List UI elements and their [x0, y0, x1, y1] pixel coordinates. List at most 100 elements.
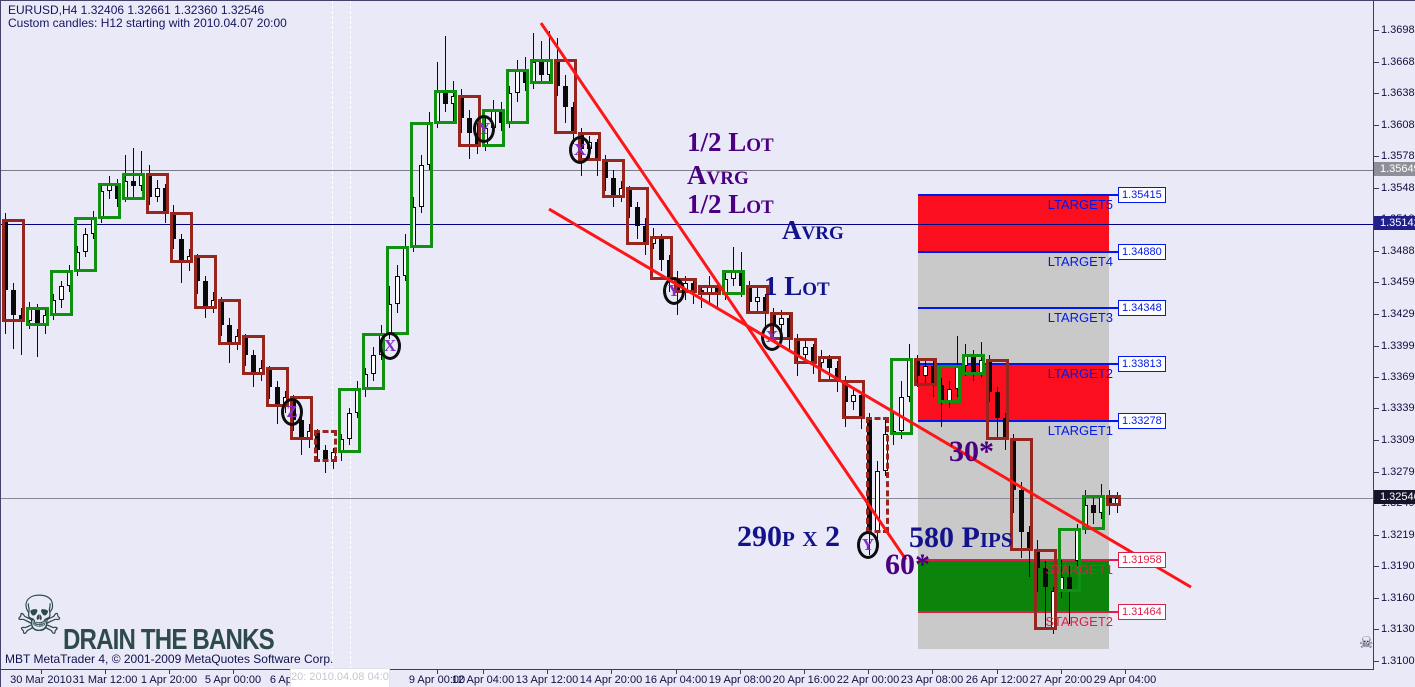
chart-annotation[interactable]: 60* — [885, 548, 930, 581]
chart-annotation[interactable]: Avrg — [782, 215, 844, 245]
candle-wick — [469, 110, 470, 159]
h12-custom-candle-box — [338, 387, 361, 454]
price-tick — [1374, 377, 1379, 379]
price-axis[interactable]: 1.36980 1.36680 1.36380 1.36080 1.35785 1.354… — [1374, 1, 1415, 670]
time-tick — [611, 670, 612, 674]
h12-custom-candle-box — [938, 364, 961, 404]
long-target-level-line[interactable] — [918, 250, 1118, 253]
letter-marker-y[interactable]: Y — [663, 277, 685, 306]
candle-body — [347, 413, 352, 440]
time-tick-label: 13 Apr 12:00 — [515, 674, 579, 686]
h12-custom-candle-box — [794, 338, 817, 365]
avrg-one-lot-line[interactable] — [1, 223, 1373, 225]
price-tick-label: 1.36680 — [1381, 55, 1415, 68]
price-tick — [1374, 187, 1379, 189]
time-tick-label: 9 Apr 00:00 — [408, 674, 466, 686]
price-tick-label: 1.35485 — [1381, 181, 1415, 194]
candle-body — [155, 188, 160, 197]
h12-custom-candle-box — [362, 332, 385, 390]
short-target-level-line[interactable] — [918, 558, 1118, 561]
h12-custom-candle-box — [146, 172, 169, 214]
time-tick-label: 30 Mar 2010 — [10, 674, 72, 686]
price-tick-label: 1.31900 — [1381, 560, 1415, 573]
candle-wick — [21, 307, 22, 355]
time-tick — [41, 670, 42, 674]
h12-custom-candle-box — [266, 366, 289, 407]
time-tick — [804, 670, 805, 674]
candle-body — [11, 289, 16, 315]
price-highlight-label: 1.32546 — [1374, 489, 1415, 504]
price-tick-label: 1.34290 — [1381, 307, 1415, 320]
time-tick-label: 1 Apr 20:00 — [140, 674, 198, 686]
h12-custom-candle-box — [26, 306, 49, 327]
letter-marker-x[interactable]: X — [379, 332, 401, 361]
long-target-level-line[interactable] — [918, 194, 1118, 197]
h12-custom-candle-box — [2, 218, 25, 323]
candle-wick — [1069, 566, 1070, 625]
chart-annotation[interactable]: 1 Lot — [764, 271, 830, 301]
long-target-level-label: LTARGET3 — [1047, 309, 1113, 325]
price-tick — [1374, 345, 1379, 347]
time-tick-label: 20 Apr 16:00 — [772, 674, 836, 686]
h12-custom-candle-box — [842, 380, 865, 420]
candle-body — [395, 275, 400, 305]
price-tick — [1374, 566, 1379, 568]
h12-custom-candle-box — [722, 269, 745, 295]
price-tick-label: 1.33990 — [1381, 339, 1415, 352]
price-tick-label: 1.33395 — [1381, 402, 1415, 415]
h12-custom-candle-box — [74, 216, 97, 272]
candle-wick — [445, 36, 446, 113]
chart-annotation[interactable]: Avrg — [687, 160, 749, 190]
price-tick-label: 1.36080 — [1381, 118, 1415, 131]
candle-wick — [1045, 560, 1046, 628]
time-tick — [169, 670, 170, 674]
symbol-ohlc-title: EURUSD,H4 1.32406 1.32661 1.32360 1.3254… — [8, 3, 265, 17]
h12-custom-candle-box — [194, 254, 217, 309]
h12-custom-candle-box — [50, 269, 73, 316]
chart-title-block: EURUSD,H4 1.32406 1.32661 1.32360 1.3254… — [8, 4, 287, 30]
candle-wick — [13, 283, 14, 349]
h12-custom-candle-box — [314, 429, 337, 462]
chart-annotation[interactable]: 30* — [949, 435, 994, 468]
candle-body — [131, 180, 136, 187]
h12-custom-candle-box — [170, 211, 193, 264]
long-target-level-line[interactable] — [918, 306, 1118, 309]
time-tick — [105, 670, 106, 674]
time-tick-label: 26 Apr 12:00 — [965, 674, 1029, 686]
current-price-line[interactable] — [1, 497, 1373, 499]
time-tick-label: 14 Apr 20:00 — [579, 674, 643, 686]
chart-area[interactable]: EURUSD,H4 1.32406 1.32661 1.32360 1.3254… — [1, 1, 1374, 670]
crosshair-tooltip: 20: 2010.04.08 04:00 — [290, 668, 390, 687]
long-target-price-tag: 1.34880 — [1118, 243, 1166, 260]
price-tick — [1374, 30, 1379, 31]
long-target-level-line[interactable] — [918, 419, 1118, 422]
price-tick — [1374, 124, 1379, 126]
letter-marker-y[interactable]: Y — [473, 115, 495, 144]
chart-annotation[interactable]: 1/2 Lot — [687, 127, 774, 157]
short-target-level-line[interactable] — [918, 611, 1118, 614]
price-tick-label: 1.36980 — [1381, 24, 1415, 36]
letter-marker-x[interactable]: X — [761, 323, 783, 352]
letter-marker-z[interactable]: Z — [281, 398, 303, 427]
short-target-price-tag: 1.31958 — [1118, 551, 1166, 568]
time-tick — [932, 670, 933, 674]
h12-custom-candle-box — [962, 353, 985, 375]
skull-crossbones-icon: ☠ — [15, 584, 64, 647]
time-axis[interactable]: 30 Mar 2010 31 Mar 12:00 1 Apr 20:00 5 Apr … — [1, 670, 1415, 687]
letter-marker-x[interactable]: X — [569, 136, 591, 165]
price-tick — [1374, 439, 1379, 441]
chart-annotation[interactable]: 290p x 2 — [737, 520, 840, 553]
long-target-level-label: LTARGET2 — [1047, 366, 1113, 382]
h12-custom-candle-box — [626, 187, 649, 246]
platform-copyright: MBT MetaTrader 4, © 2001-2009 MetaQuotes… — [5, 652, 334, 666]
letter-marker-y[interactable]: Y — [857, 531, 879, 560]
long-target-price-tag: 1.33278 — [1118, 412, 1166, 429]
chart-annotation[interactable]: 1/2 Lot — [687, 189, 774, 219]
h12-custom-candle-box — [650, 235, 673, 281]
custom-candles-subtitle: Custom candles: H12 starting with 2010.0… — [8, 16, 287, 30]
h12-custom-candle-box — [434, 90, 457, 124]
h12-custom-candle-box — [386, 246, 409, 335]
short-target-level-label: STARGET1 — [1045, 561, 1113, 577]
h12-custom-candle-box — [866, 417, 889, 534]
